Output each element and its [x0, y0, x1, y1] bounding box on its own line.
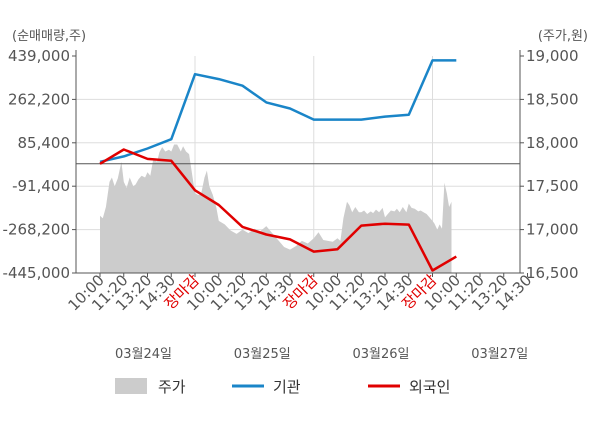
date-label: 03월26일: [352, 347, 409, 362]
date-label: 03월24일: [115, 347, 172, 362]
right-tick-label: 18,000: [526, 134, 579, 152]
left-tick-label: -268,200: [3, 221, 70, 239]
axes: [72, 50, 528, 277]
series-lines: [99, 59, 457, 272]
legend-label-foreign: 외국인: [409, 378, 450, 396]
left-tick-label: -91,400: [12, 177, 70, 195]
left-axis-title: (순매매량,주): [12, 29, 86, 44]
price-area-fill: [100, 144, 452, 273]
legend: 주가 기관 외국인: [115, 378, 450, 396]
left-tick-label: 85,400: [18, 134, 71, 152]
left-tick-label: 262,200: [8, 90, 70, 108]
right-tick-label: 16,500: [526, 264, 579, 282]
y-ticks: 439,000 262,200 85,400 -91,400 -268,200 -445,…: [3, 47, 579, 282]
price-area: [100, 144, 452, 273]
date-label: 03월25일: [234, 347, 291, 362]
legend-label-institution: 기관: [273, 378, 301, 396]
right-tick-label: 18,500: [526, 90, 579, 108]
right-tick-label: 19,000: [526, 47, 579, 65]
legend-swatch-price: [115, 378, 147, 394]
left-tick-label: 439,000: [8, 47, 70, 65]
series-line-institution: [99, 59, 457, 164]
date-label: 03월27일: [471, 347, 528, 362]
x-ticks: 10:0011:2013:2014:30장마감10:0011:2013:2014…: [65, 271, 536, 314]
right-tick-label: 17,000: [526, 221, 579, 239]
date-labels: 03월24일 03월25일 03월26일 03월27일: [115, 347, 528, 362]
right-axis-title: (주가,원): [538, 29, 588, 44]
left-tick-label: -445,000: [3, 264, 70, 282]
series-line-foreign: [99, 148, 457, 272]
legend-label-price: 주가: [158, 378, 186, 396]
right-tick-label: 17,500: [526, 177, 579, 195]
